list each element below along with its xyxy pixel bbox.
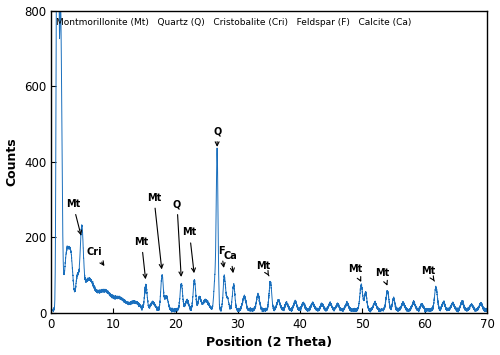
Text: Q: Q	[173, 199, 183, 276]
Text: Q: Q	[213, 126, 222, 146]
Text: Mt: Mt	[134, 237, 148, 278]
Text: F: F	[218, 246, 225, 267]
Y-axis label: Counts: Counts	[6, 137, 18, 186]
X-axis label: Position (2 Theta): Position (2 Theta)	[206, 337, 332, 349]
Text: Mt: Mt	[420, 266, 435, 281]
Text: Cri: Cri	[87, 247, 104, 265]
Text: Mt: Mt	[376, 268, 390, 285]
Text: Mt: Mt	[182, 228, 196, 272]
Text: Mt: Mt	[147, 193, 163, 268]
Text: Montmorillonite (Mt)   Quartz (Q)   Cristobalite (Cri)   Feldspar (F)   Calcite : Montmorillonite (Mt) Quartz (Q) Cristoba…	[56, 18, 411, 27]
Text: Mt: Mt	[66, 199, 82, 234]
Text: Mt: Mt	[256, 261, 270, 276]
Text: Ca: Ca	[224, 251, 237, 272]
Text: Mt: Mt	[348, 264, 362, 281]
